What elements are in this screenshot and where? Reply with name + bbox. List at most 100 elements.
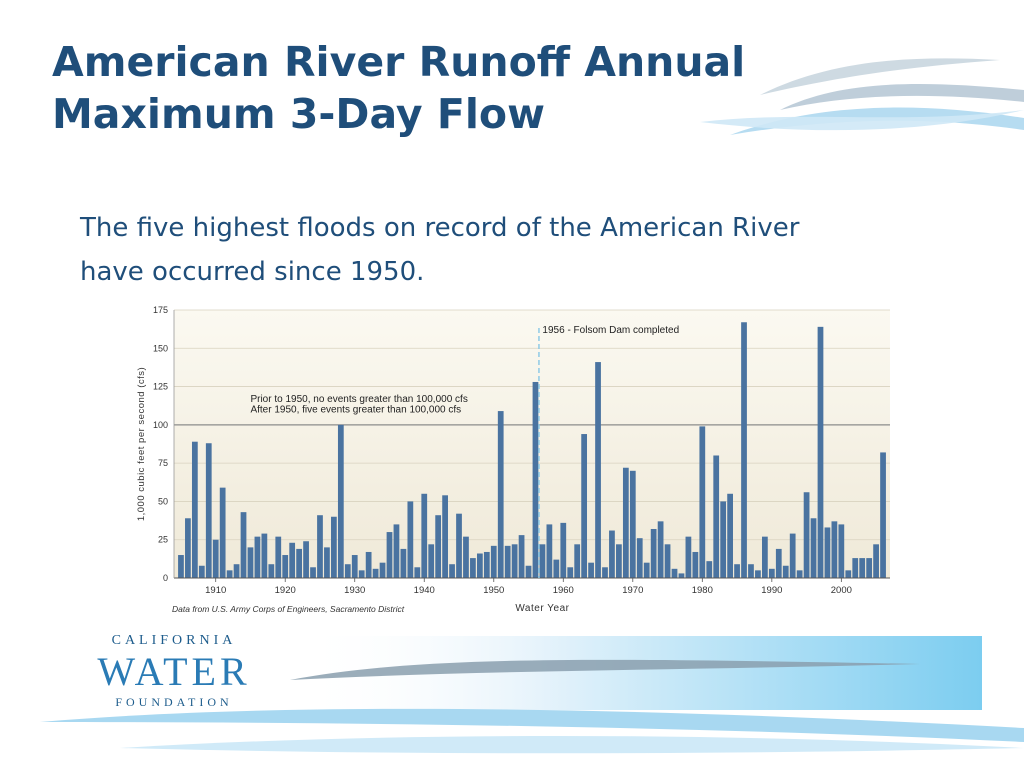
bar bbox=[233, 564, 240, 578]
bar bbox=[372, 568, 379, 578]
bar bbox=[365, 551, 372, 578]
x-axis-label: Water Year bbox=[515, 603, 569, 614]
bar bbox=[803, 492, 810, 578]
bar bbox=[616, 544, 622, 578]
bar bbox=[261, 533, 268, 578]
bar bbox=[525, 565, 532, 578]
bar bbox=[400, 548, 407, 578]
bar bbox=[595, 362, 601, 578]
bar bbox=[741, 322, 747, 578]
bar bbox=[782, 565, 789, 578]
bar bbox=[219, 487, 226, 578]
flow-chart: 0 25 50 75 100 125 150 175 1910 1920 1930 1940 1950 1… bbox=[130, 298, 898, 620]
bar bbox=[678, 573, 685, 578]
annotation-2: After 1950, five events greater than 100… bbox=[250, 405, 461, 416]
y-tick-label: 25 bbox=[158, 535, 168, 545]
bar bbox=[268, 564, 275, 578]
bar bbox=[657, 521, 664, 578]
bar bbox=[463, 536, 469, 578]
y-tick-label: 0 bbox=[163, 573, 168, 583]
chart-svg: 0 25 50 75 100 125 150 175 1910 1920 1930 1940 1950 1… bbox=[136, 305, 890, 614]
bar bbox=[880, 452, 886, 578]
bar bbox=[699, 426, 706, 578]
y-axis-label: 1,000 cubic feet per second (cfs) bbox=[136, 367, 147, 521]
bar bbox=[247, 547, 254, 578]
bar bbox=[755, 570, 761, 578]
bar bbox=[866, 558, 873, 578]
source-note: Data from U.S. Army Corps of Engineers, … bbox=[172, 604, 405, 614]
bar bbox=[810, 518, 817, 578]
bar bbox=[609, 530, 615, 578]
bar bbox=[817, 326, 824, 578]
bar bbox=[344, 564, 351, 578]
slide-body-text: The five highest floods on record of the… bbox=[80, 206, 940, 294]
bar bbox=[734, 564, 740, 578]
bar bbox=[511, 544, 518, 578]
bar bbox=[713, 455, 720, 578]
y-tick-label: 100 bbox=[153, 420, 168, 430]
annotation-1: Prior to 1950, no events greater than 10… bbox=[250, 394, 467, 405]
bar bbox=[588, 562, 594, 578]
bar bbox=[643, 562, 650, 578]
bar bbox=[859, 558, 866, 578]
y-tick-label: 175 bbox=[153, 305, 168, 315]
bar bbox=[720, 501, 727, 578]
logo-text-california: CALIFORNIA bbox=[111, 633, 237, 648]
logo-text-foundation: FOUNDATION bbox=[115, 695, 233, 709]
california-water-foundation-logo: CALIFORNIA WATER FOUNDATION bbox=[74, 632, 274, 716]
bar bbox=[205, 443, 212, 578]
bar bbox=[449, 564, 455, 578]
bar bbox=[574, 544, 581, 578]
x-tick-label: 1960 bbox=[553, 585, 574, 596]
bar bbox=[796, 570, 803, 578]
body-line2: have occurred since 1950. bbox=[80, 257, 425, 287]
logo-text-water: WATER bbox=[97, 649, 251, 694]
bar bbox=[504, 545, 511, 578]
bar bbox=[567, 567, 574, 578]
bar bbox=[254, 536, 261, 578]
bar bbox=[212, 539, 219, 578]
bar bbox=[351, 555, 358, 578]
y-tick-label: 75 bbox=[158, 458, 168, 468]
bar bbox=[407, 501, 414, 578]
y-tick-label: 150 bbox=[153, 343, 168, 353]
x-tick-label: 1940 bbox=[414, 585, 435, 596]
y-tick-label: 125 bbox=[153, 382, 168, 392]
bar bbox=[324, 547, 330, 578]
x-tick-label: 1990 bbox=[761, 585, 782, 596]
bar bbox=[275, 536, 282, 578]
decorative-waves-bottom bbox=[40, 636, 1024, 754]
bar bbox=[185, 518, 191, 578]
bar bbox=[539, 544, 546, 578]
bar bbox=[428, 544, 435, 578]
bar bbox=[191, 441, 198, 578]
bar bbox=[456, 513, 462, 578]
x-tick-label: 2000 bbox=[831, 585, 852, 596]
bar bbox=[497, 411, 504, 578]
x-tick-label: 1980 bbox=[692, 585, 713, 596]
slide-title-line1: American River Runoff Annual bbox=[52, 38, 746, 86]
bar bbox=[421, 493, 428, 578]
bar bbox=[490, 545, 497, 578]
bar bbox=[671, 568, 678, 578]
bar bbox=[553, 559, 560, 578]
bar bbox=[470, 558, 476, 578]
bar bbox=[226, 570, 233, 578]
bar bbox=[393, 524, 400, 578]
bar bbox=[775, 548, 782, 578]
bar bbox=[622, 467, 629, 578]
bar bbox=[664, 544, 671, 578]
bar bbox=[838, 524, 845, 578]
bar bbox=[650, 528, 657, 578]
plot-area bbox=[174, 310, 890, 578]
bar bbox=[560, 522, 567, 578]
bar bbox=[824, 527, 831, 578]
bar bbox=[727, 493, 733, 578]
bar bbox=[602, 567, 608, 578]
bar bbox=[685, 536, 692, 578]
x-tick-label: 1920 bbox=[275, 585, 296, 596]
bar bbox=[289, 542, 296, 578]
bar bbox=[748, 564, 754, 578]
slide-title-line2: Maximum 3-Day Flow bbox=[52, 90, 545, 138]
bar bbox=[296, 548, 303, 578]
